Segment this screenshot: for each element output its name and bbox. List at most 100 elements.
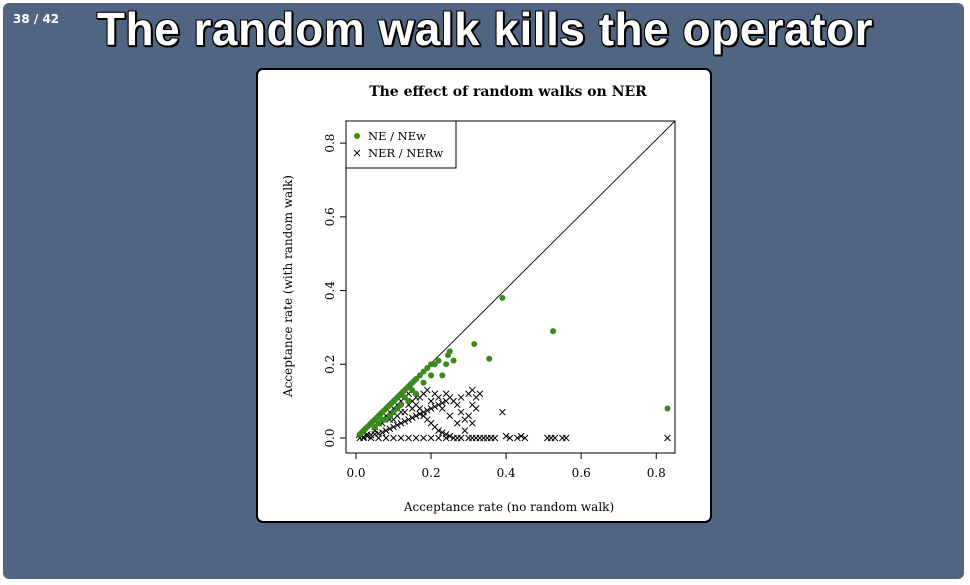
y-tick-label: 0.0	[323, 428, 337, 447]
data-point-cross	[562, 434, 570, 442]
legend-label: NE / NEw	[368, 129, 426, 143]
data-point-cross	[423, 407, 431, 414]
data-point-circle	[394, 405, 401, 412]
data-point-cross	[375, 434, 382, 442]
data-point-cross	[457, 394, 465, 401]
data-point-cross	[438, 429, 446, 436]
data-point-cross	[468, 419, 476, 427]
slide-counter: 38 / 42	[13, 12, 60, 26]
data-point-cross	[416, 410, 424, 418]
data-point-circle	[431, 361, 438, 368]
data-point-cross	[393, 421, 401, 429]
data-point-cross	[476, 390, 484, 398]
data-point-cross	[390, 434, 397, 442]
data-point-cross	[446, 432, 454, 440]
data-point-cross	[416, 405, 424, 412]
legend-marker-circle	[354, 133, 360, 139]
data-point-cross	[461, 416, 469, 423]
data-point-cross	[363, 432, 371, 440]
data-point-cross	[514, 434, 521, 442]
y-tick-label: 0.2	[323, 355, 337, 374]
data-point-cross	[431, 403, 439, 411]
data-point-circle	[409, 387, 416, 394]
data-point-cross	[446, 412, 454, 420]
x-tick-label: 0.2	[422, 466, 441, 480]
chart-title: The effect of random walks on NER	[369, 84, 647, 100]
y-tick-label: 0.6	[323, 207, 337, 226]
data-point-cross	[397, 434, 405, 442]
data-point-circle	[390, 409, 397, 416]
data-point-cross	[461, 427, 469, 434]
legend-box	[345, 120, 457, 169]
data-point-circle	[499, 294, 506, 301]
data-point-circle	[443, 361, 450, 368]
data-point-cross	[502, 432, 510, 440]
x-axis-label: Acceptance rate (no random walk)	[403, 500, 614, 514]
data-point-circle	[413, 390, 420, 397]
data-point-circle	[405, 398, 412, 405]
data-point-cross	[382, 427, 390, 434]
x-tick-label: 0.4	[497, 466, 516, 480]
data-point-cross	[408, 414, 416, 422]
data-point-cross	[431, 390, 439, 398]
data-point-circle	[401, 394, 408, 401]
data-point-circle	[486, 355, 493, 362]
data-point-circle	[550, 328, 557, 335]
plot-area-border	[345, 120, 676, 454]
data-point-cross	[420, 390, 427, 398]
data-point-circle	[420, 368, 427, 375]
data-point-cross	[517, 432, 525, 440]
data-point-circle	[386, 412, 393, 419]
data-point-cross	[427, 397, 435, 405]
data-point-cross	[397, 419, 405, 427]
data-point-cross	[664, 434, 671, 442]
data-point-cross	[453, 401, 461, 409]
data-point-circle	[471, 341, 478, 348]
data-point-cross	[427, 434, 435, 442]
data-point-circle	[428, 372, 435, 379]
data-point-circle	[371, 423, 378, 430]
x-tick-label: 0.0	[346, 466, 365, 480]
data-point-cross	[442, 390, 450, 398]
y-axis-label: Acceptance rate (with random walk)	[281, 175, 295, 398]
scatter-plot: The effect of random walks on NER Accept…	[281, 84, 676, 514]
data-point-cross	[457, 408, 465, 416]
data-point-cross	[438, 399, 446, 407]
data-point-cross	[412, 412, 420, 420]
data-point-cross	[435, 427, 442, 434]
data-point-cross	[386, 425, 394, 433]
y-tick-label: 0.4	[323, 281, 337, 300]
slide-title: The random walk kills the operator	[96, 3, 874, 55]
data-point-cross	[405, 416, 412, 423]
data-point-circle	[398, 401, 405, 408]
data-point-cross	[491, 434, 499, 442]
legend-label: NER / NERw	[368, 146, 443, 160]
data-point-circle	[416, 372, 423, 379]
data-point-circle	[664, 405, 671, 412]
data-point-cross	[472, 405, 480, 412]
data-point-cross	[382, 434, 390, 442]
data-point-circle	[420, 379, 427, 386]
data-point-cross	[427, 405, 435, 412]
data-point-cross	[551, 434, 559, 442]
data-point-cross	[435, 434, 442, 442]
data-point-cross	[521, 434, 529, 442]
data-point-cross	[453, 419, 461, 427]
data-point-cross	[412, 434, 420, 442]
data-point-cross	[442, 434, 450, 442]
data-point-cross	[390, 423, 397, 431]
data-point-circle	[444, 352, 451, 359]
chart-frame: The effect of random walks on NER Accept…	[256, 68, 712, 523]
data-point-circle	[450, 357, 457, 364]
data-point-circle	[439, 372, 446, 379]
data-point-cross	[405, 434, 412, 442]
data-point-cross	[499, 408, 506, 416]
data-point-cross	[457, 434, 465, 442]
data-point-circle	[435, 357, 442, 364]
data-point-cross	[367, 434, 375, 442]
data-point-circle	[379, 416, 386, 423]
x-tick-label: 0.8	[647, 466, 666, 480]
data-point-circle	[413, 376, 420, 383]
data-point-cross	[420, 434, 427, 442]
data-point-cross	[438, 405, 446, 412]
